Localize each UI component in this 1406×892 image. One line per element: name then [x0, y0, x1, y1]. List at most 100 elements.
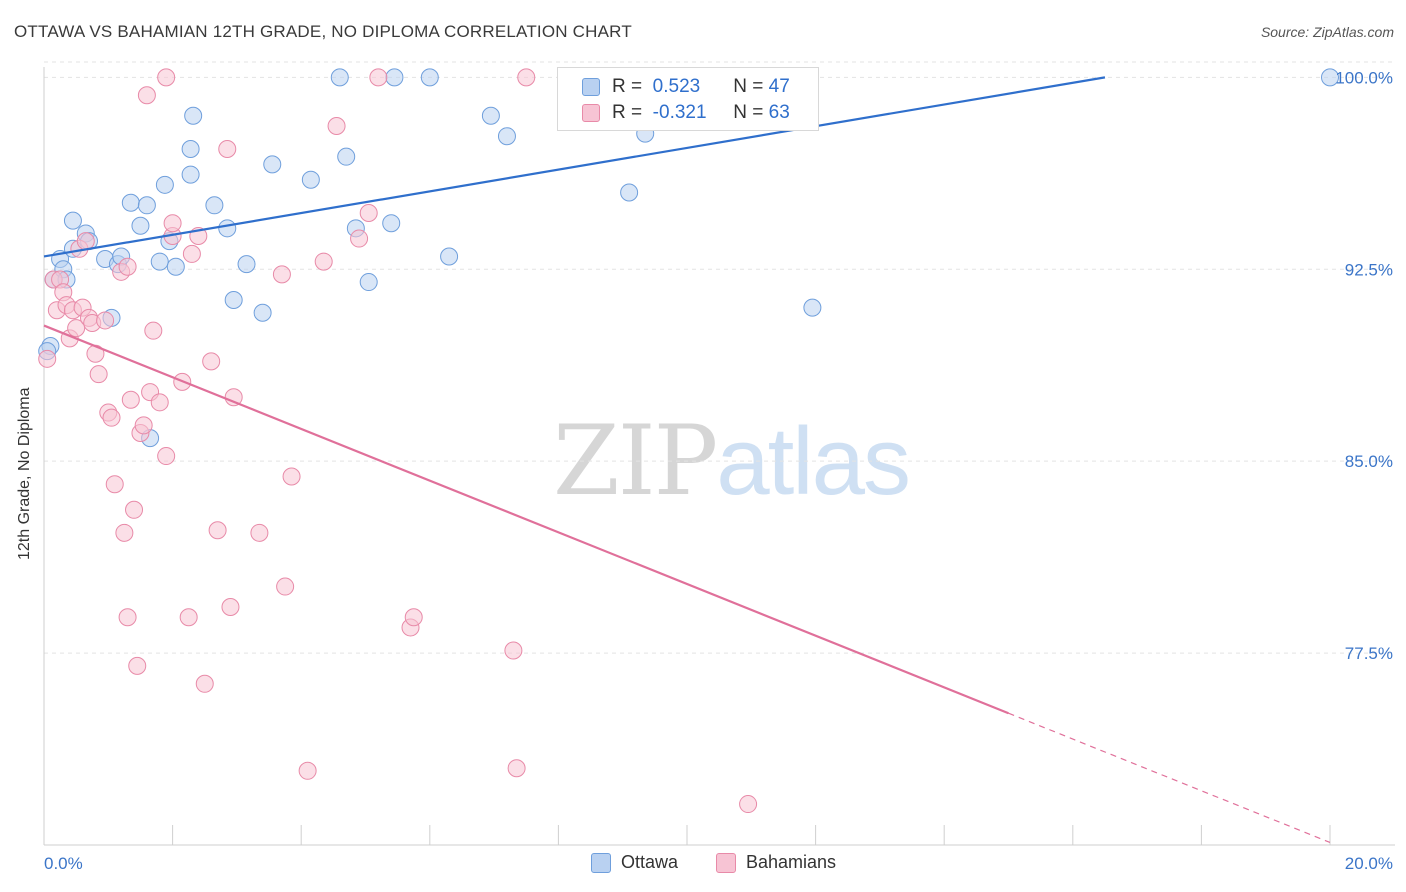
trend-line-ottawa	[43, 76, 1106, 258]
point-bahamians	[102, 408, 121, 427]
point-bahamians	[350, 229, 369, 248]
point-ottawa	[166, 257, 185, 276]
point-bahamians	[118, 608, 137, 627]
point-ottawa	[420, 68, 439, 87]
point-ottawa	[181, 165, 200, 184]
point-bahamians	[404, 608, 423, 627]
legend-row-ottawa: R = 0.523 N = 47	[582, 74, 790, 100]
point-ottawa	[237, 255, 256, 274]
axes	[43, 67, 1395, 846]
series-legend-label: Bahamians	[746, 852, 837, 872]
point-ottawa	[385, 68, 404, 87]
point-bahamians	[163, 214, 182, 233]
point-bahamians	[195, 674, 214, 693]
legend-r-value: 0.523	[652, 76, 701, 97]
chart-title: OTTAWA VS BAHAMIAN 12TH GRADE, NO DIPLOM…	[14, 22, 632, 41]
point-bahamians	[67, 319, 86, 338]
series-legend-ottawa[interactable]: Ottawa	[591, 852, 678, 873]
point-ottawa	[1321, 68, 1339, 87]
point-bahamians	[359, 203, 378, 222]
point-ottawa	[121, 193, 140, 212]
point-ottawa	[205, 196, 224, 215]
point-ottawa	[63, 211, 82, 230]
point-ottawa	[330, 68, 349, 87]
point-bahamians	[76, 232, 95, 251]
trend-line-bahamians	[43, 324, 1009, 715]
legend-r-label: R =	[612, 102, 643, 123]
point-bahamians	[739, 795, 758, 814]
point-bahamians	[134, 416, 153, 435]
point-ottawa	[131, 216, 150, 235]
point-bahamians	[369, 68, 388, 87]
tick-labels: 100.0% 92.5% 85.0% 77.5% 0.0% 20.0%	[44, 68, 1393, 873]
point-ottawa	[224, 290, 243, 309]
point-bahamians	[272, 265, 291, 284]
legend-n-label: N =	[733, 76, 764, 97]
point-bahamians	[89, 365, 108, 384]
point-bahamians	[298, 761, 317, 780]
point-bahamians	[250, 523, 269, 542]
legend-swatch-ottawa	[582, 78, 600, 96]
point-ottawa	[263, 155, 282, 174]
point-bahamians	[327, 116, 346, 135]
point-bahamians	[314, 252, 333, 271]
gridlines	[44, 61, 1395, 654]
point-ottawa	[359, 273, 378, 292]
x-tick-label: 20.0%	[1345, 854, 1393, 873]
point-ottawa	[382, 214, 401, 233]
point-ottawa	[440, 247, 459, 266]
point-bahamians	[504, 641, 523, 660]
point-bahamians	[276, 577, 295, 596]
series-legend: Ottawa Bahamians	[0, 852, 1406, 876]
point-bahamians	[137, 86, 156, 105]
point-ottawa	[137, 196, 156, 215]
point-bahamians	[144, 321, 163, 340]
point-ottawa	[803, 298, 822, 317]
legend-r-label: R =	[612, 76, 643, 97]
point-bahamians	[115, 523, 134, 542]
y-tick-label: 85.0%	[1345, 452, 1393, 471]
point-bahamians	[150, 393, 169, 412]
point-bahamians	[202, 352, 221, 371]
series-legend-label: Ottawa	[621, 852, 679, 872]
point-ottawa	[184, 106, 203, 125]
y-tick-label: 92.5%	[1345, 260, 1393, 279]
legend-n-value: 47	[768, 76, 790, 97]
point-bahamians	[125, 500, 144, 519]
series-legend-bahamians[interactable]: Bahamians	[716, 852, 836, 873]
y-tick-label: 77.5%	[1345, 644, 1393, 663]
point-ottawa	[150, 252, 169, 271]
point-bahamians	[121, 390, 140, 409]
point-bahamians	[179, 608, 198, 627]
point-bahamians	[38, 349, 57, 368]
y-axis-label: 12th Grade, No Diploma	[16, 387, 33, 560]
correlation-legend: R = 0.523 N = 47 R = -0.321 N = 63	[557, 67, 819, 131]
point-bahamians	[517, 68, 536, 87]
point-bahamians	[182, 244, 201, 263]
point-ottawa	[181, 140, 200, 158]
trend-line-extension-bahamians	[1008, 712, 1331, 843]
x-tick-label: 0.0%	[44, 854, 83, 873]
legend-n-label: N =	[733, 102, 764, 123]
point-bahamians	[157, 68, 176, 87]
point-bahamians	[221, 598, 240, 617]
point-ottawa	[218, 219, 237, 238]
series-swatch-ottawa	[591, 852, 611, 873]
legend-r-value: -0.321	[652, 102, 707, 123]
point-bahamians	[157, 447, 176, 466]
point-ottawa	[497, 127, 516, 146]
point-bahamians	[118, 257, 137, 276]
y-tick-label: 100.0%	[1335, 68, 1393, 87]
point-ottawa	[620, 183, 639, 202]
point-bahamians	[128, 656, 147, 675]
point-ottawa	[155, 175, 174, 194]
point-bahamians	[208, 521, 227, 540]
point-ottawa	[253, 303, 272, 322]
point-ottawa	[337, 147, 356, 166]
point-ottawa	[301, 170, 320, 189]
point-bahamians	[96, 311, 115, 330]
point-bahamians	[218, 140, 237, 158]
legend-row-bahamians: R = -0.321 N = 63	[582, 100, 790, 126]
point-bahamians	[507, 759, 526, 778]
